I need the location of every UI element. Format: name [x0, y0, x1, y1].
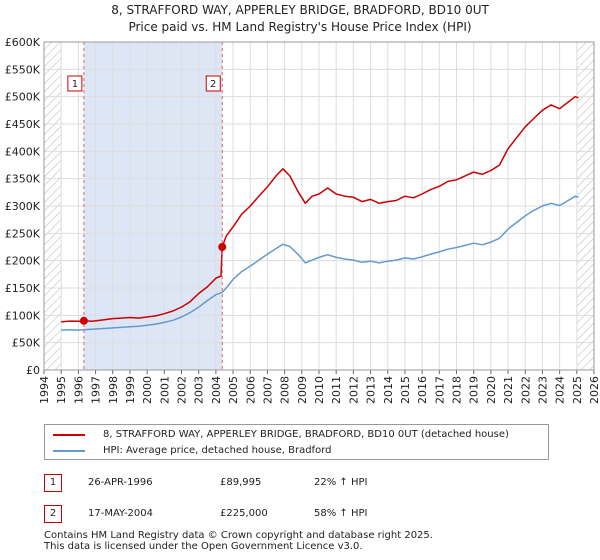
sale-marker-box: [205, 75, 221, 92]
x-tick-label: 1997: [90, 376, 103, 404]
price-chart: 1 2 £0 £50K £100K £150K £200K £250K £300K £350K £…: [5, 36, 600, 404]
x-tick-label: 2016: [416, 376, 429, 404]
x-tick-label: 1996: [72, 376, 85, 404]
x-tick-label: 2015: [399, 376, 412, 404]
y-tick-label: £500K: [5, 91, 41, 104]
x-tick-label: 2017: [433, 376, 446, 404]
x-tick-label: 1998: [107, 376, 120, 404]
legend: 8, STRAFFORD WAY, APPERLEY BRIDGE, BRADF…: [44, 424, 549, 460]
x-tick-label: 2008: [279, 376, 292, 404]
y-tick-label: £600K: [5, 36, 41, 49]
x-tick-label: 2011: [330, 376, 343, 404]
x-tick-label: 2024: [554, 376, 567, 404]
x-tick-label: 2023: [536, 376, 549, 404]
y-tick-label: £300K: [5, 200, 41, 213]
legend-label-property: 8, STRAFFORD WAY, APPERLEY BRIDGE, BRADF…: [103, 429, 509, 440]
legend-label-hpi: HPI: Average price, detached house, Brad…: [103, 445, 332, 456]
sale-marker-label: 2: [210, 79, 216, 90]
sale-point: [218, 243, 227, 251]
sale-hpi-change: 58% ↑ HPI: [314, 508, 368, 519]
y-tick-label: £450K: [5, 118, 41, 131]
y-tick-label: £100K: [5, 309, 41, 322]
y-tick-label: £200K: [5, 255, 41, 268]
legend-swatch-hpi: [53, 450, 85, 452]
chart-title: 8, STRAFFORD WAY, APPERLEY BRIDGE, BRADF…: [0, 2, 600, 36]
x-tick-label: 1995: [55, 376, 68, 404]
y-tick-label: £550K: [5, 63, 41, 76]
x-tick-label: 2026: [588, 376, 600, 404]
x-tick-label: 2021: [502, 376, 515, 404]
sale-date: 26-APR-1996: [88, 477, 153, 488]
x-tick-label: 2014: [382, 376, 395, 404]
sale-hpi-change: 22% ↑ HPI: [314, 477, 368, 488]
x-tick-label: 2005: [227, 376, 240, 404]
chart-title-line-1: 8, STRAFFORD WAY, APPERLEY BRIDGE, BRADF…: [111, 3, 489, 17]
x-tick-label: 2001: [158, 376, 171, 404]
x-tick-label: 2020: [485, 376, 498, 404]
x-tick-label: 2007: [261, 376, 274, 404]
x-tick-label: 2006: [244, 376, 257, 404]
x-tick-label: 2012: [347, 376, 360, 404]
x-tick-label: 2002: [176, 376, 189, 404]
x-tick-label: 2004: [210, 376, 223, 404]
legend-swatch-property: [53, 434, 85, 436]
x-tick-label: 2025: [571, 376, 584, 404]
y-tick-label: £400K: [5, 145, 41, 158]
y-tick-label: £150K: [5, 282, 41, 295]
property-price-line: [61, 95, 579, 323]
x-tick-label: 2003: [193, 376, 206, 404]
y-tick-label: £50K: [12, 337, 41, 350]
x-tick-label: 2010: [313, 376, 326, 404]
footer: Contains HM Land Registry data © Crown c…: [44, 530, 433, 552]
y-tick-label: £250K: [5, 227, 41, 240]
footer-copyright: Contains HM Land Registry data © Crown c…: [44, 530, 433, 541]
plot-border: [43, 41, 595, 371]
sale-marker-label: 1: [72, 79, 78, 90]
sale-number-badge: 1: [44, 474, 62, 492]
x-tick-label: 2000: [141, 376, 154, 404]
sale-date: 17-MAY-2004: [88, 508, 154, 519]
sale-number-badge: 2: [44, 505, 62, 523]
x-tick-label: 1994: [38, 376, 51, 404]
x-tick-label: 2022: [519, 376, 532, 404]
chart-title-line-2: Price paid vs. HM Land Registry's House …: [128, 20, 472, 34]
x-tick-label: 2013: [365, 376, 378, 404]
footer-licence: This data is licensed under the Open Gov…: [44, 541, 363, 552]
hpi-line: [61, 195, 579, 331]
y-tick-label: £0: [26, 364, 40, 377]
x-tick-label: 2018: [451, 376, 464, 404]
sale-price: £89,995: [220, 477, 262, 488]
y-tick-label: £350K: [5, 173, 41, 186]
sale-price: £225,000: [220, 508, 268, 519]
x-tick-label: 2019: [468, 376, 481, 404]
x-tick-label: 2009: [296, 376, 309, 404]
x-tick-label: 1999: [124, 376, 137, 404]
sale-point: [79, 316, 88, 325]
sale-marker-box: [67, 75, 83, 92]
